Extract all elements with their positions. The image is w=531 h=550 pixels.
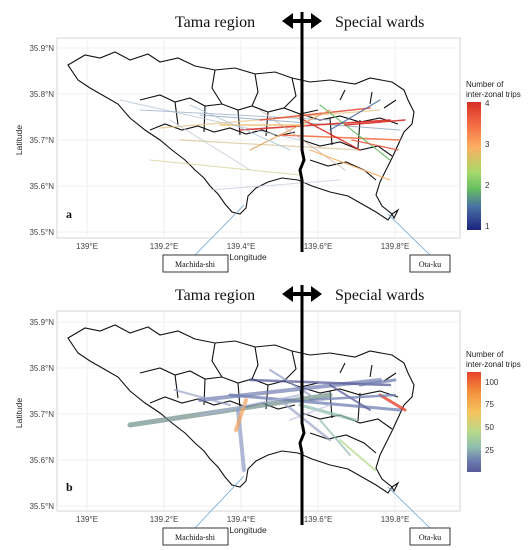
- callout-ota-text-b: Ota-ku: [419, 533, 441, 542]
- y-tick-label: 35.9°N: [29, 44, 54, 53]
- callout-machida-a: Machida-shi: [162, 204, 245, 273]
- legend-tick-label: 2: [485, 181, 490, 190]
- callout-ota-a: Ota-ku: [387, 213, 451, 273]
- y-tick-label: 35.8°N: [29, 364, 54, 373]
- legend-tick-label: 25: [485, 446, 494, 455]
- x-tick-label: 139.8°E: [381, 515, 410, 524]
- region-divider-a: [298, 12, 306, 252]
- region-left-label-a: Tama region: [175, 14, 255, 31]
- region-right-label-a: Special wards: [335, 14, 424, 31]
- legend-tick-label: 3: [485, 140, 490, 149]
- callout-machida-text-a: Machida-shi: [175, 260, 216, 269]
- legend-title-line1-b: Number of: [466, 350, 504, 359]
- callout-ota-b: Ota-ku: [387, 486, 451, 546]
- flow-lines-b: [127, 369, 407, 472]
- y-tick-label: 35.6°N: [29, 456, 54, 465]
- legend-tick-label: 75: [485, 400, 494, 409]
- region-right-label-b: Special wards: [335, 287, 424, 304]
- plot-area-b: [56, 310, 461, 512]
- flow-lines-a: [119, 99, 406, 191]
- legend-a: Number of inter-zonal trips 4 3 2 1: [466, 80, 521, 231]
- x-axis-label-b: Longitude: [229, 525, 267, 535]
- x-tick-label: 139°E: [76, 515, 98, 524]
- colorbar-a: [467, 102, 481, 230]
- gridlines-a: [57, 38, 460, 238]
- x-tick-label: 139°E: [76, 242, 98, 251]
- panel-a: Tama region Special wards: [14, 12, 521, 273]
- region-left-label-b: Tama region: [175, 287, 255, 304]
- legend-tick-label: 1: [485, 222, 490, 231]
- callout-machida-b: Machida-shi: [162, 475, 245, 546]
- y-tick-label: 35.5°N: [29, 228, 54, 237]
- y-tick-label: 35.6°N: [29, 182, 54, 191]
- y-ticks-b: 35.9°N 35.8°N 35.7°N 35.6°N 35.5°N: [29, 318, 54, 511]
- x-ticks-b: 139°E 139.2°E 139.4°E 139.6°E 139.8°E: [76, 515, 409, 524]
- colorbar-b: [467, 372, 481, 472]
- panel-letter-a: a: [66, 207, 72, 221]
- y-tick-label: 35.5°N: [29, 502, 54, 511]
- y-ticks-a: 35.9°N 35.8°N 35.7°N 35.6°N 35.5°N: [29, 44, 54, 237]
- panel-letter-b: b: [66, 480, 73, 494]
- x-tick-label: 139.6°E: [304, 242, 333, 251]
- legend-tick-label: 4: [485, 99, 490, 108]
- y-tick-label: 35.7°N: [29, 136, 54, 145]
- y-axis-label-b: Latitude: [14, 398, 24, 429]
- y-tick-label: 35.9°N: [29, 318, 54, 327]
- y-axis-label-a: Latitude: [14, 125, 24, 156]
- x-tick-label: 139.2°E: [150, 515, 179, 524]
- legend-tick-label: 50: [485, 423, 494, 432]
- legend-tick-label: 100: [485, 378, 499, 387]
- y-tick-label: 35.7°N: [29, 410, 54, 419]
- panel-b: Tama region Special wards: [14, 285, 521, 546]
- legend-title-line2-b: inter-zonal trips: [466, 360, 521, 369]
- x-tick-label: 139.2°E: [150, 242, 179, 251]
- x-tick-label: 139.4°E: [227, 515, 256, 524]
- x-tick-label: 139.6°E: [304, 515, 333, 524]
- plot-area-a: [56, 37, 461, 239]
- callout-ota-text-a: Ota-ku: [419, 260, 441, 269]
- legend-title-line2-a: inter-zonal trips: [466, 90, 521, 99]
- region-divider-b: [298, 285, 306, 525]
- x-ticks-a: 139°E 139.2°E 139.4°E 139.6°E 139.8°E: [76, 242, 409, 251]
- x-tick-label: 139.8°E: [381, 242, 410, 251]
- legend-title-line1-a: Number of: [466, 80, 504, 89]
- legend-b: Number of inter-zonal trips 100 75 50 25: [466, 350, 521, 472]
- callout-machida-text-b: Machida-shi: [175, 533, 216, 542]
- x-tick-label: 139.4°E: [227, 242, 256, 251]
- y-tick-label: 35.8°N: [29, 90, 54, 99]
- x-axis-label-a: Longitude: [229, 252, 267, 262]
